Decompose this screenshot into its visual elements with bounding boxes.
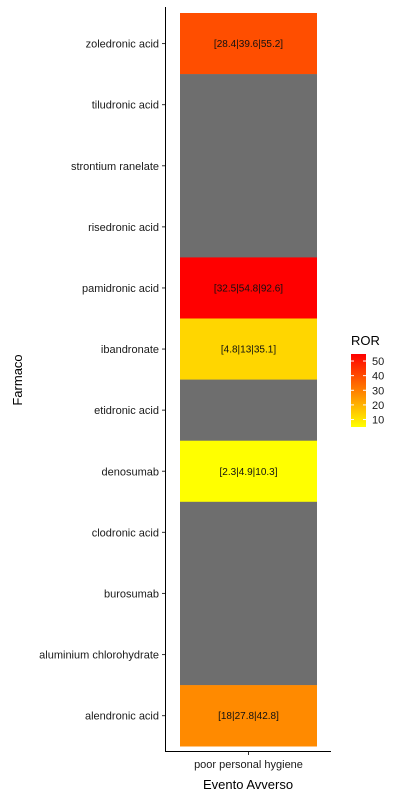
heatmap-cell-pamidronic-acid: [180, 257, 317, 319]
heatmap-cell-ibandronate: [180, 318, 317, 380]
heatmap-cell-burosumab: [180, 562, 317, 625]
y-tick-label-ibandronate: ibandronate: [101, 344, 159, 356]
heatmap-cell-etidronic-acid: [180, 379, 317, 441]
y-tick-label-alendronic-acid: alendronic acid: [85, 711, 159, 723]
y-tick-label-burosumab: burosumab: [104, 588, 159, 600]
y-axis-title: Farmaco: [10, 354, 25, 405]
heatmap-cell-alendronic-acid: [180, 685, 317, 747]
legend-colorbar: [351, 354, 366, 427]
legend-tick-label: 30: [372, 385, 384, 397]
y-tick-label-tiludronic-acid: tiludronic acid: [92, 100, 159, 112]
cell-label-zoledronic-acid: [28.4|39.6|55.2]: [214, 39, 283, 50]
y-tick-label-aluminium-chlorohydrate: aluminium chlorohydrate: [39, 650, 159, 662]
x-tick-label-poor-personal-hygiene: poor personal hygiene: [194, 759, 303, 771]
heatmap-cell-clodronic-acid: [180, 501, 317, 564]
y-tick-label-denosumab: denosumab: [102, 466, 160, 478]
x-axis-title: Evento Avverso: [203, 777, 293, 792]
y-tick-label-strontium-ranelate: strontium ranelate: [71, 161, 159, 173]
heatmap-cell-denosumab: [180, 440, 317, 503]
cell-label-ibandronate: [4.8|13|35.1]: [221, 345, 276, 356]
cell-label-denosumab: [2.3|4.9|10.3]: [219, 467, 277, 478]
legend-tick-label: 50: [372, 356, 384, 368]
legend-tick-label: 40: [372, 371, 384, 383]
y-tick-label-risedronic-acid: risedronic acid: [88, 222, 159, 234]
legend-title: ROR: [351, 333, 380, 348]
y-tick-label-zoledronic-acid: zoledronic acid: [86, 39, 159, 51]
y-tick-label-pamidronic-acid: pamidronic acid: [82, 283, 159, 295]
y-tick-label-etidronic-acid: etidronic acid: [94, 405, 159, 417]
heatmap-cell-zoledronic-acid: [180, 13, 317, 75]
cell-label-alendronic-acid: [18|27.8|42.8]: [218, 711, 279, 722]
heatmap-cell-strontium-ranelate: [180, 135, 317, 197]
heatmap-cell-aluminium-chlorohydrate: [180, 624, 317, 686]
heatmap-cell-tiludronic-acid: [180, 74, 317, 136]
y-tick-label-clodronic-acid: clodronic acid: [92, 527, 159, 539]
cell-label-pamidronic-acid: [32.5|54.8|92.6]: [214, 283, 283, 294]
legend-tick-label: 10: [372, 415, 384, 427]
heatmap-cell-risedronic-acid: [180, 196, 317, 258]
legend-tick-label: 20: [372, 400, 384, 412]
